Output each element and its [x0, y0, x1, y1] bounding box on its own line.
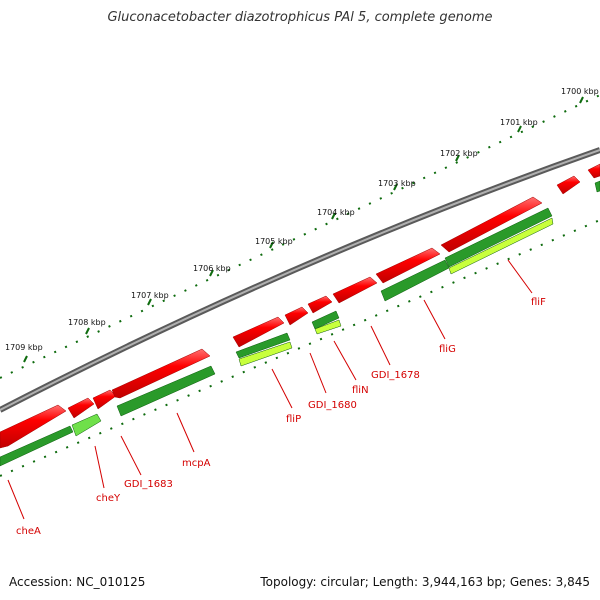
ruler-label: 1702 kbp: [440, 149, 478, 158]
cds-feature: [71, 413, 102, 437]
gene-label-chea: cheA: [16, 526, 41, 537]
ruler-label: 1705 kbp: [255, 237, 293, 246]
cds-feature: [311, 310, 340, 330]
gene-label-flif: fliF: [531, 297, 546, 308]
ruler-labels: 1700 kbp 1701 kbp 1702 kbp 1703 kbp 1704…: [5, 87, 599, 352]
gene-feature: [556, 175, 581, 195]
ruler-label: 1703 kbp: [378, 179, 416, 188]
genome-backbone: [0, 147, 600, 413]
cds-feature: [448, 217, 554, 275]
gene-feature: [284, 306, 309, 326]
ruler-label: 1706 kbp: [193, 264, 231, 273]
inner-ruler: [0, 219, 600, 477]
gene-labels: fliF fliG GDI_1678 fliN GDI_1680 fliP mc…: [16, 297, 546, 537]
gene-feature: [307, 295, 333, 314]
outer-ruler: [0, 94, 600, 379]
cds-feature: [314, 319, 342, 335]
cds-feature: [238, 341, 293, 367]
ruler-label: 1707 kbp: [131, 291, 169, 300]
gene-feature: [587, 163, 600, 179]
gene-label-gdi-1678: GDI_1678: [371, 370, 420, 381]
gene-label-flig: fliG: [439, 344, 456, 355]
ruler-label: 1704 kbp: [317, 208, 355, 217]
cds-feature: [0, 425, 74, 467]
gene-feature: [332, 276, 378, 304]
cds-feature: [594, 180, 600, 193]
gene-label-chey: cheY: [96, 493, 121, 504]
ruler-major-ticks: [23, 96, 584, 363]
gene-feature: [440, 196, 543, 253]
gene-label-flip: fliP: [286, 414, 301, 425]
gene-feature: [92, 389, 117, 410]
ruler-label: 1700 kbp: [561, 87, 599, 96]
forward-gene-track: [0, 163, 600, 449]
gene-label-flin: fliN: [352, 385, 369, 396]
cds-feature: [235, 332, 291, 359]
accession-text: Accession: NC_010125: [9, 575, 146, 589]
gene-feature: [111, 348, 211, 399]
map-title: Gluconacetobacter diazotrophicus PAl 5, …: [107, 10, 493, 25]
ruler-label: 1709 kbp: [5, 343, 43, 352]
gene-feature: [232, 316, 285, 348]
gene-feature: [0, 404, 67, 449]
cds-feature: [116, 365, 216, 417]
topology-text: Topology: circular; Length: 3,944,163 bp…: [260, 575, 590, 589]
gene-label-mcpa: mcpA: [182, 458, 211, 469]
label-leaders: [7, 259, 533, 520]
gene-feature: [67, 397, 95, 419]
cds-feature: [444, 207, 553, 268]
gene-label-gdi-1680: GDI_1680: [308, 400, 357, 411]
ruler-label: 1701 kbp: [500, 118, 538, 127]
ruler-label: 1708 kbp: [68, 318, 106, 327]
cds-track: [0, 180, 600, 467]
gene-label-gdi-1683: GDI_1683: [124, 479, 173, 490]
gene-feature: [375, 247, 441, 284]
